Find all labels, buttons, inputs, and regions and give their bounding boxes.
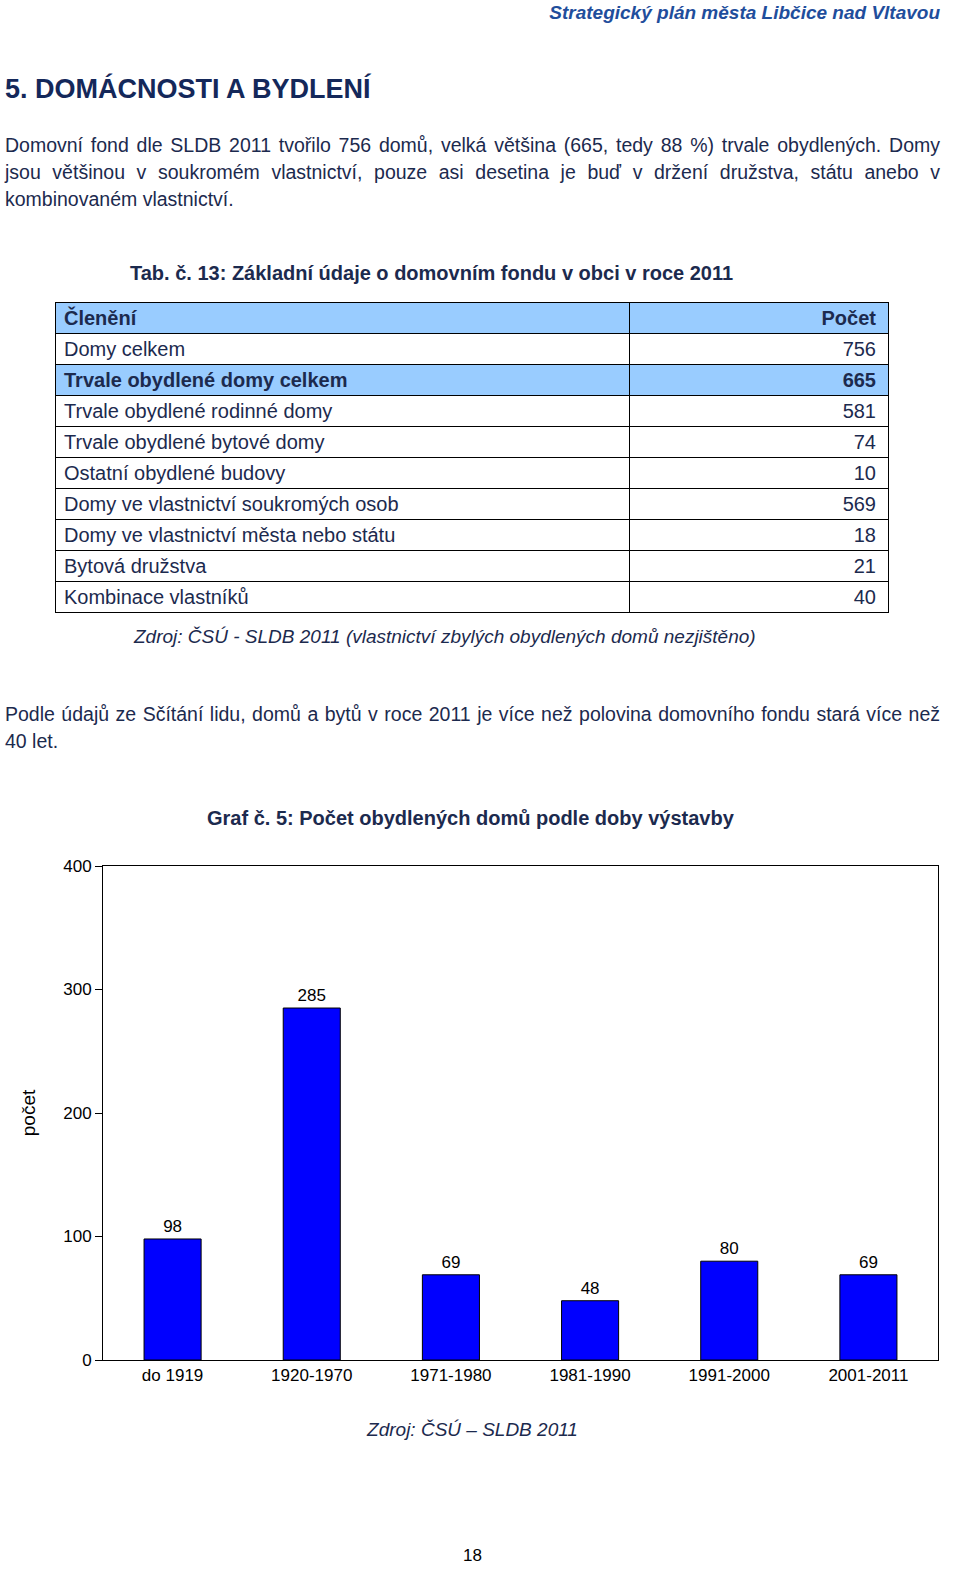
html-text:Trvale obydlené rodinné domy: Trvale obydlené rodinné domy bbox=[64, 399, 333, 422]
html-text:Počet: Počet bbox=[821, 306, 876, 329]
svg-text:1971-1980: 1971-1980 bbox=[410, 1366, 491, 1385]
svg-text:69: 69 bbox=[441, 1253, 460, 1272]
html-text:Domy celkem: Domy celkem bbox=[64, 337, 186, 360]
svg-text:2001-2011: 2001-2011 bbox=[828, 1366, 908, 1385]
html-text:5. DOMÁCNOSTI A BYDLENÍ: 5. DOMÁCNOSTI A BYDLENÍ bbox=[5, 74, 371, 104]
svg-text:1981-1990: 1981-1990 bbox=[549, 1366, 630, 1385]
html-text:18: 18 bbox=[853, 523, 876, 546]
svg-text:200: 200 bbox=[63, 1104, 91, 1123]
svg-text:1920-1970: 1920-1970 bbox=[271, 1366, 352, 1385]
html-text:Bytová družstva: Bytová družstva bbox=[64, 554, 207, 577]
svg-text:300: 300 bbox=[63, 980, 91, 999]
html-text:74: 74 bbox=[853, 430, 876, 453]
html-text:Trvale obydlené domy celkem: Trvale obydlené domy celkem bbox=[64, 368, 348, 391]
html-text:40: 40 bbox=[853, 585, 876, 608]
html-text:Členění: Členění bbox=[64, 306, 137, 329]
html-text:Domy ve vlastnictví soukromých: Domy ve vlastnictví soukromých osob bbox=[64, 492, 399, 515]
svg-text:100: 100 bbox=[63, 1227, 91, 1246]
html-text:Zdroj: ČSÚ – SLDB 2011: Zdroj: ČSÚ – SLDB 2011 bbox=[367, 1419, 578, 1440]
html-text:665: 665 bbox=[842, 368, 876, 391]
html-text:581: 581 bbox=[842, 399, 876, 422]
svg-text:do 1919: do 1919 bbox=[142, 1366, 203, 1385]
svg-text:98: 98 bbox=[163, 1217, 182, 1236]
svg-text:počet: počet bbox=[18, 1089, 39, 1136]
html-text:Ostatní obydlené budovy: Ostatní obydlené budovy bbox=[64, 461, 286, 484]
svg-text:400: 400 bbox=[63, 857, 91, 876]
html-text:Podle údajů ze Sčítání lidu, d: Podle údajů ze Sčítání lidu, domů a bytů… bbox=[5, 703, 940, 752]
html-text:756: 756 bbox=[842, 337, 876, 360]
html-text:Trvale obydlené bytové domy: Trvale obydlené bytové domy bbox=[64, 430, 325, 453]
html-text:Kombinace vlastníků: Kombinace vlastníků bbox=[64, 585, 249, 608]
html-text:Strategický plán města Libčice: Strategický plán města Libčice nad Vltav… bbox=[549, 2, 940, 23]
html-text:569: 569 bbox=[842, 492, 876, 515]
svg-text:Graf č. 5: Počet obydlených do: Graf č. 5: Počet obydlených domů podle d… bbox=[207, 807, 735, 829]
html-text:21: 21 bbox=[853, 554, 876, 577]
svg-text:48: 48 bbox=[581, 1279, 600, 1298]
html-text:Tab. č. 13: Základní údaje o d: Tab. č. 13: Základní údaje o domovním fo… bbox=[130, 262, 734, 284]
html-text:18: 18 bbox=[463, 1546, 482, 1565]
html-text:Domovní fond dle SLDB 2011 tvo: Domovní fond dle SLDB 2011 tvořilo 756 d… bbox=[5, 134, 940, 210]
svg-text:1991-2000: 1991-2000 bbox=[689, 1366, 770, 1385]
html-text:10: 10 bbox=[853, 461, 876, 484]
svg-text:69: 69 bbox=[859, 1253, 878, 1272]
svg-text:80: 80 bbox=[720, 1239, 739, 1258]
svg-text:285: 285 bbox=[298, 986, 326, 1005]
html-text:Zdroj: ČSÚ - SLDB 2011 (vlastn: Zdroj: ČSÚ - SLDB 2011 (vlastnictví zbyl… bbox=[134, 626, 756, 647]
html-text:Domy ve vlastnictví města nebo: Domy ve vlastnictví města nebo státu bbox=[64, 523, 396, 546]
svg-text:0: 0 bbox=[82, 1351, 91, 1370]
